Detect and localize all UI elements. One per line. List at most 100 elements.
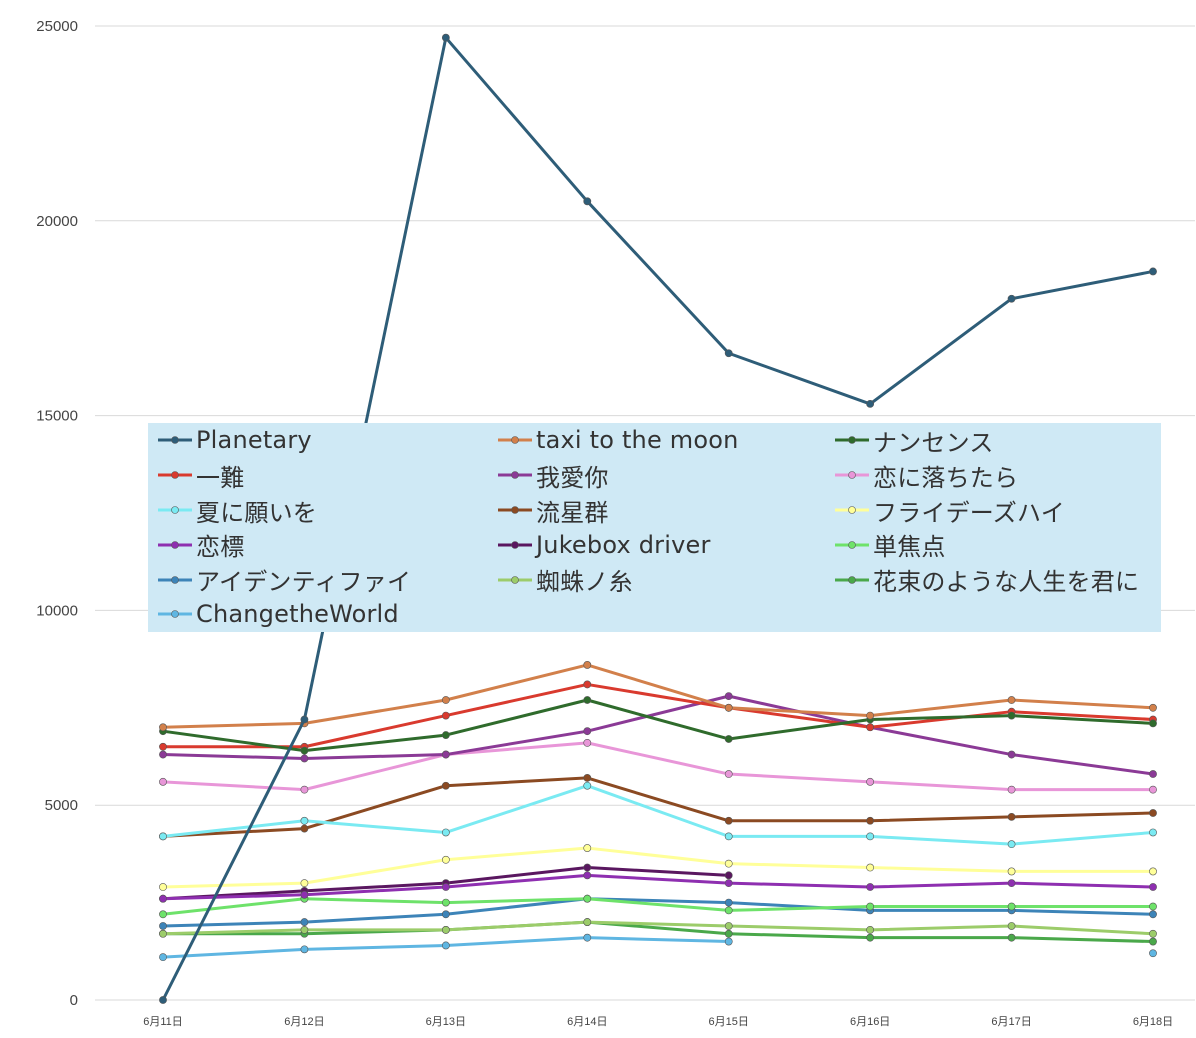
series-line [162,897,1154,928]
series-line [162,741,1153,792]
series-line [163,920,1154,944]
legend-swatch [498,471,532,479]
legend-label: フライデーズハイ [873,498,1065,527]
legend-label: taxi to the moon [536,426,739,455]
data-point [1149,883,1157,891]
legend-label: 花束のような人生を君に [873,568,1140,597]
data-point [724,906,733,915]
legend-swatch [835,471,869,479]
legend-item: アイデンティファイ [158,562,498,597]
data-point [1007,294,1016,303]
data-point [866,933,875,942]
data-point [1007,696,1016,704]
legend-swatch [158,471,192,479]
data-point [724,832,733,841]
data-point [159,832,167,841]
legend-label: 一難 [196,463,245,492]
data-point [1007,812,1016,821]
legend-swatch [158,575,192,584]
data-point [866,777,875,786]
legend-item: Planetary [158,423,498,458]
series-6 [159,738,1157,794]
x-tick-label: 6月14日 [567,1016,607,1028]
series-5 [159,692,1157,778]
series-14 [159,918,1157,938]
data-point [441,855,450,864]
data-point [724,879,733,888]
series-12 [159,894,1157,919]
data-point [159,750,167,759]
x-tick-label: 6月11日 [143,1016,183,1028]
y-tick-label: 0 [70,992,78,1009]
data-point [159,742,167,751]
legend-item: 我愛你 [498,458,835,493]
data-point [724,735,733,743]
data-point [583,696,592,704]
legend-item: ChangetheWorld [158,597,498,632]
legend-label: 単焦点 [873,533,946,562]
data-point [1149,949,1157,958]
data-point [1149,902,1157,911]
data-point [583,871,592,880]
series-10 [159,871,1157,903]
series-line [162,920,1154,936]
data-point [1149,703,1157,712]
data-point [441,750,450,759]
data-point [583,727,592,736]
data-point [724,929,733,938]
data-point [1007,902,1016,911]
data-point [300,925,309,934]
x-tick-label: 6月13日 [426,1016,466,1028]
legend-label: ChangetheWorld [196,600,399,629]
data-point [159,777,167,786]
legend-label: 夏に願いを [196,498,317,527]
x-tick-label: 6月16日 [850,1016,890,1028]
data-point [866,711,875,720]
legend-item: 花束のような人生を君に [835,562,1165,597]
data-point [300,754,309,763]
legend-label: 恋標 [196,533,245,562]
data-point [1007,922,1016,930]
data-point [583,863,592,872]
data-point [441,910,450,919]
data-point [441,828,450,837]
legend-swatch [158,610,192,619]
legend-item: 一難 [158,458,498,493]
series-line [162,698,1154,753]
data-point [724,692,733,701]
data-point [1007,840,1016,849]
legend: Planetary taxi to the moon ナンセンス 一難 我愛你 恋に落ちた… [148,423,1161,632]
data-point [300,824,309,833]
legend-swatch [498,506,532,514]
data-point [159,953,167,962]
data-point [866,400,875,408]
data-point [866,832,875,841]
data-point [1007,879,1016,888]
legend-label: ナンセンス [873,428,994,457]
x-axis-ticks: 6月11日 6月12日 6月13日 6月14日 6月15日 6月16日 6月17日 6月18日 [143,1016,1173,1028]
data-point [159,883,167,891]
data-point [1007,750,1016,759]
data-point [441,941,450,950]
legend-swatch [835,575,869,584]
series-7 [159,781,1157,849]
data-point [159,910,167,919]
series-line [162,897,1153,916]
data-point [583,933,592,942]
legend-swatch [498,540,532,549]
legend-item: 夏に願いを [158,493,498,528]
data-point [724,703,733,712]
series-9 [159,844,1157,891]
data-point [1007,785,1016,794]
series-8 [159,774,1157,841]
data-point [159,922,167,930]
data-point [1149,910,1157,919]
data-point [300,715,309,724]
data-point [441,925,450,934]
series-line [162,873,1154,901]
y-tick-label: 20000 [36,213,78,230]
series-line [162,784,1154,846]
series-line [162,694,1154,776]
data-point [1149,828,1157,837]
